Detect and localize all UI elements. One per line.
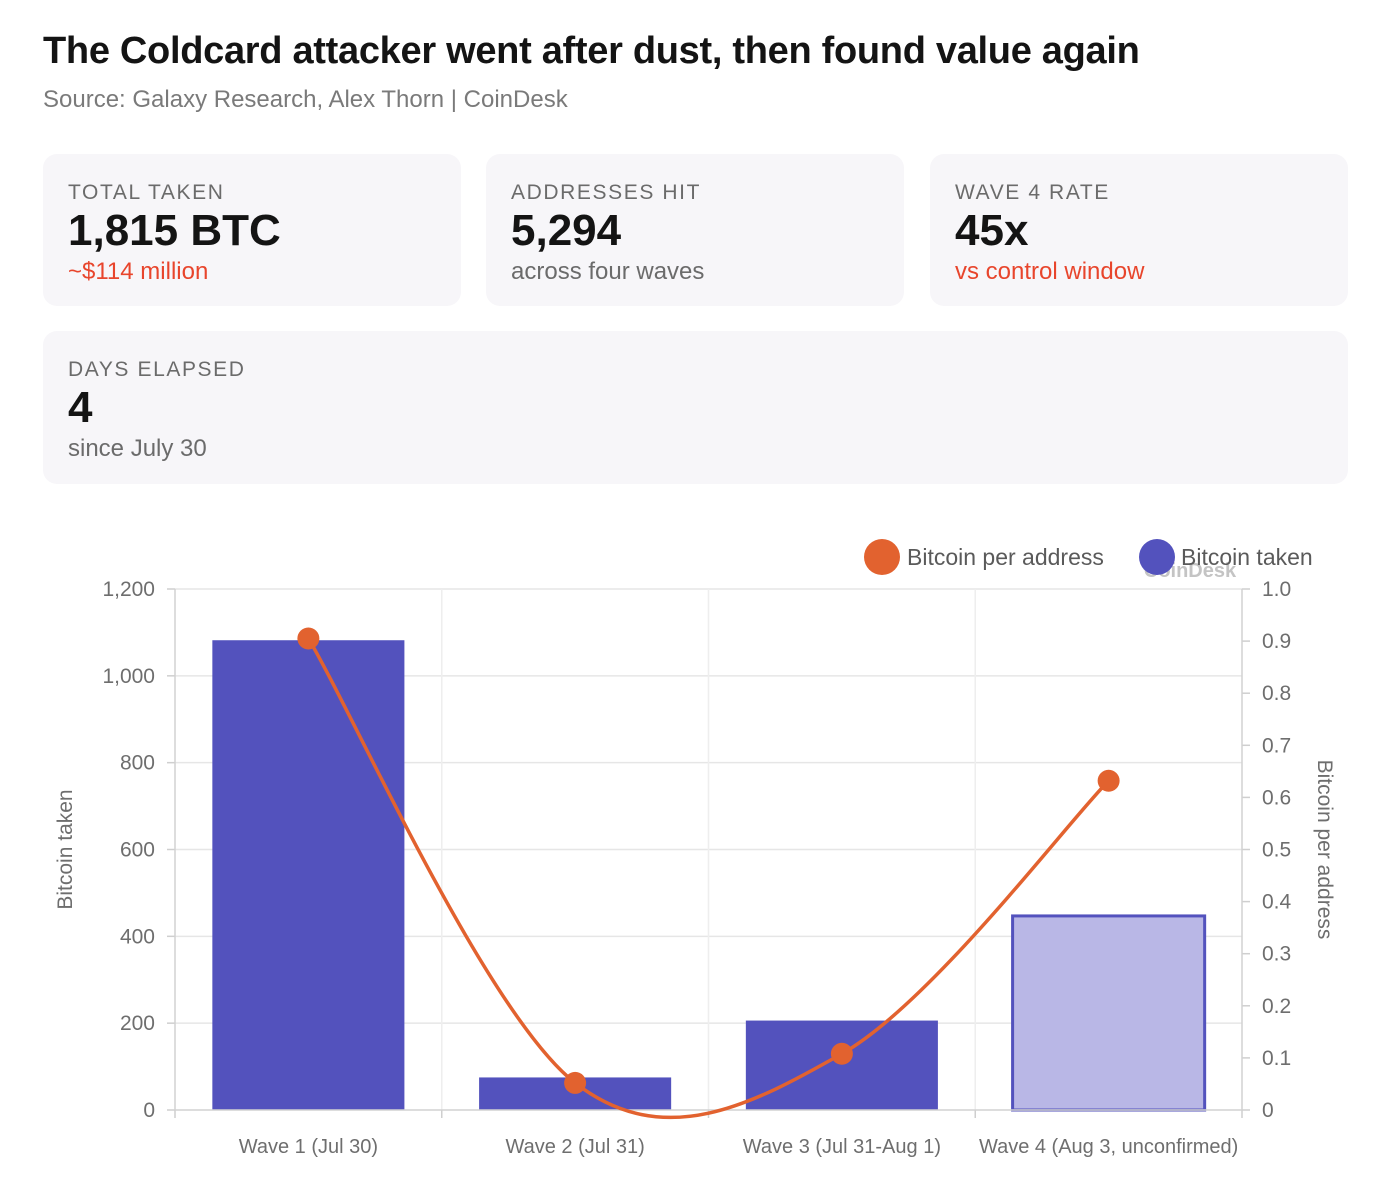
legend-swatch-bitcoin-taken <box>1139 539 1175 575</box>
x-tick-label: Wave 1 (Jul 30) <box>239 1136 378 1158</box>
legend-label-per-address: Bitcoin per address <box>907 544 1104 570</box>
y2-tick-label: 0.7 <box>1262 734 1291 757</box>
per-address-line <box>297 627 1120 1120</box>
bar-1 <box>212 640 405 1110</box>
line-point-2 <box>564 1071 587 1094</box>
y2-tick-label: 0.8 <box>1262 682 1291 705</box>
y2-tick-label: 0.2 <box>1262 995 1291 1018</box>
y-tick-label: 400 <box>120 925 155 948</box>
y-tick-label: 1,200 <box>102 578 155 601</box>
stat-value: 45x <box>955 206 1029 255</box>
y-tick-label: 1,000 <box>102 665 155 688</box>
combo-chart: 0 200 400 600 800 1,000 1,200 0 0.1 0.2 0.3 0.4 0.5 0… <box>54 539 1336 1158</box>
stat-card-days-elapsed: DAYS ELAPSED 4 since July 30 <box>43 331 1348 484</box>
legend-swatch-per-address <box>864 539 900 575</box>
y2-tick-label: 0.9 <box>1262 630 1291 653</box>
y2-tick-label: 0 <box>1262 1099 1274 1122</box>
stat-note: ~$114 million <box>68 258 209 285</box>
x-tick-label: Wave 3 (Jul 31-Aug 1) <box>743 1136 941 1158</box>
stat-card-wave-4-rate: WAVE 4 RATE 45x vs control window <box>930 154 1348 306</box>
tick-labels: 0 200 400 600 800 1,000 1,200 0 0.1 0.2 0.3 0.4 0.5 0… <box>54 578 1336 1158</box>
page-source: Source: Galaxy Research, Alex Thorn | Co… <box>43 86 568 113</box>
stat-value: 5,294 <box>511 206 622 255</box>
y-axis-title: Bitcoin taken <box>54 789 77 909</box>
y-tick-label: 800 <box>120 752 155 775</box>
stat-note: across four waves <box>511 258 705 285</box>
page-title: The Coldcard attacker went after dust, t… <box>43 30 1140 72</box>
bar-3 <box>745 1020 938 1110</box>
stat-card-total-taken: TOTAL TAKEN 1,815 BTC ~$114 million <box>43 154 461 306</box>
stat-label: WAVE 4 RATE <box>955 181 1110 204</box>
bars <box>212 640 1207 1112</box>
y2-axis-title: Bitcoin per address <box>1313 760 1336 940</box>
y2-tick-label: 1.0 <box>1262 578 1291 601</box>
y-tick-label: 600 <box>120 839 155 862</box>
line-point-3 <box>830 1042 853 1065</box>
y2-tick-label: 0.6 <box>1262 786 1291 809</box>
y-tick-label: 200 <box>120 1012 155 1035</box>
y2-tick-label: 0.3 <box>1262 943 1291 966</box>
y-tick-label: 0 <box>143 1099 155 1122</box>
y2-tick-label: 0.4 <box>1262 891 1292 914</box>
y2-tick-label: 0.1 <box>1262 1047 1291 1070</box>
x-tick-label: Wave 2 (Jul 31) <box>505 1136 644 1158</box>
stat-label: TOTAL TAKEN <box>68 181 225 204</box>
stat-label: ADDRESSES HIT <box>511 181 701 204</box>
line-point-4 <box>1097 769 1120 792</box>
legend-label-bitcoin-taken: Bitcoin taken <box>1181 544 1313 570</box>
x-tick-label: Wave 4 (Aug 3, unconfirmed) <box>979 1136 1238 1158</box>
per-address-line-path <box>306 637 1110 1120</box>
stat-value: 1,815 BTC <box>68 206 281 255</box>
stat-note: vs control window <box>955 258 1145 285</box>
bar-4 <box>1011 914 1207 1112</box>
stat-label: DAYS ELAPSED <box>68 358 246 381</box>
stat-value: 4 <box>68 383 93 432</box>
stat-note: since July 30 <box>68 435 207 462</box>
stat-card-addresses-hit: ADDRESSES HIT 5,294 across four waves <box>486 154 904 306</box>
line-point-1 <box>297 627 320 650</box>
axes <box>167 588 1250 1118</box>
y2-tick-label: 0.5 <box>1262 839 1291 862</box>
